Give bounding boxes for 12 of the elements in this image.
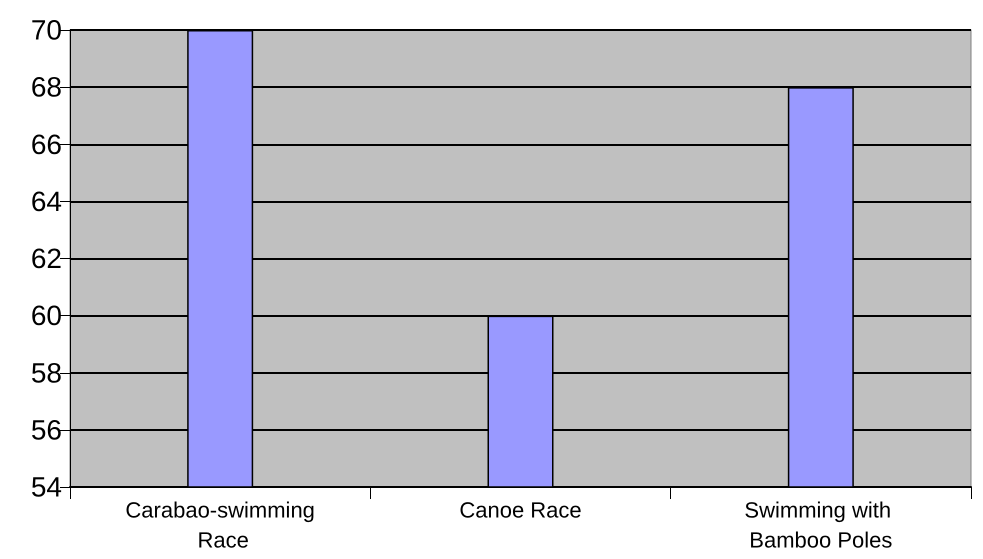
y-tick-label: 58 [30, 357, 62, 388]
y-tick-label: 62 [30, 243, 62, 274]
y-tick-label: 60 [30, 300, 62, 332]
y-tick-label: 70 [30, 14, 62, 46]
x-tick-label: Swimming with Bamboo Poles [744, 498, 898, 552]
y-tick-label: 66 [30, 128, 62, 160]
x-tick-label: Canoe Race [459, 498, 582, 522]
y-tick-label: 64 [30, 186, 62, 217]
y-tick-label: 56 [30, 414, 62, 446]
y-tick-label: 68 [30, 72, 62, 103]
x-tick-label: Carabao-swimming Race [125, 498, 315, 552]
y-tick-label: 54 [30, 472, 62, 502]
